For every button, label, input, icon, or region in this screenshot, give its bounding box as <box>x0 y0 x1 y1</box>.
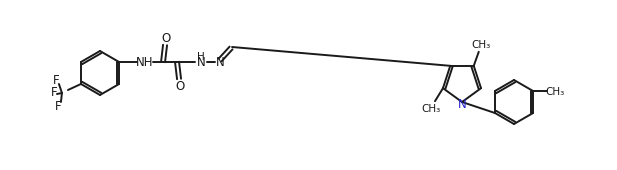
Text: H: H <box>197 52 205 62</box>
Text: N: N <box>458 98 466 111</box>
Text: CH₃: CH₃ <box>545 87 565 97</box>
Text: CH₃: CH₃ <box>471 40 491 50</box>
Text: F: F <box>55 99 61 113</box>
Text: N: N <box>197 56 205 70</box>
Text: CH₃: CH₃ <box>421 104 441 114</box>
Text: NH: NH <box>136 56 154 70</box>
Text: N: N <box>216 56 225 70</box>
Text: F: F <box>51 87 57 99</box>
Text: F: F <box>52 74 59 88</box>
Text: O: O <box>162 31 171 45</box>
Text: O: O <box>175 80 184 92</box>
